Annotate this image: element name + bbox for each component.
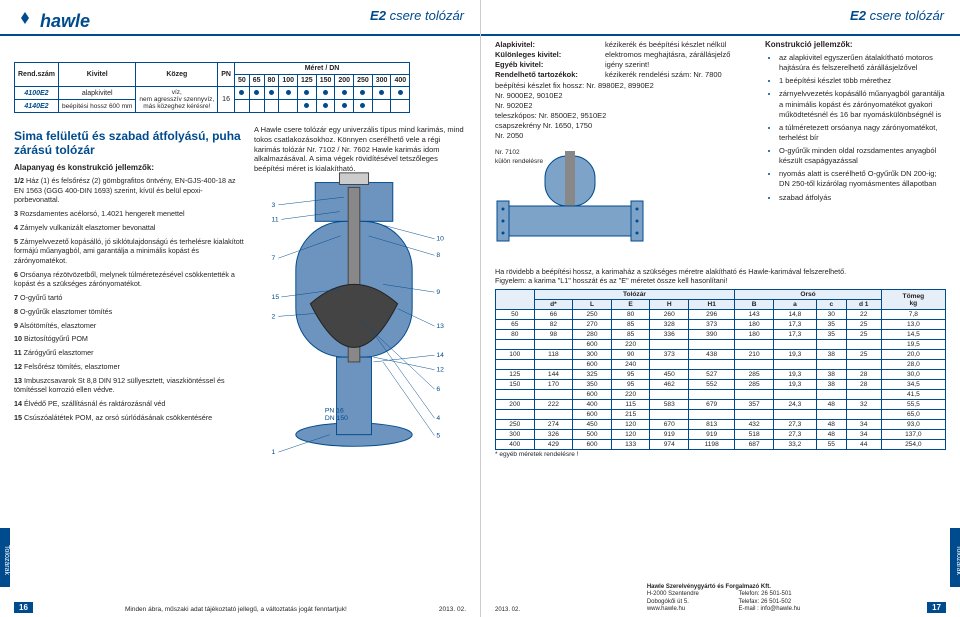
footer-right: 2013. 02. Hawle Szerelvénygyártó és Forg…: [495, 584, 946, 613]
page-title: E2 csere tolózár: [370, 8, 464, 23]
svg-text:15: 15: [272, 294, 280, 301]
svg-text:DN 150: DN 150: [325, 415, 348, 422]
valve-figure: 3 11 7 15 2 1 10 8 9 13 14 12 6 4 5 DN 1…: [254, 168, 454, 488]
page-title-r: E2 csere tolózár: [850, 8, 944, 23]
svg-text:9: 9: [436, 289, 440, 296]
svg-text:11: 11: [272, 216, 279, 223]
svg-text:10: 10: [436, 235, 444, 242]
intro-text: A Hawle csere tolózár egy univerzális tí…: [254, 125, 466, 174]
brand-name: hawle: [40, 11, 90, 32]
svg-text:3: 3: [272, 202, 276, 209]
parts-list: 1/2 Ház (1) és felsőrész (2) gömbgrafito…: [14, 176, 244, 422]
definitions: Alapkivitel:kézikerék és beépítési készl…: [495, 40, 755, 261]
feature-list: az alapkivitel egyszerűen átalakítható m…: [765, 53, 946, 203]
svg-text:14: 14: [436, 352, 444, 359]
konst-title: Konstrukció jellemzők:: [765, 40, 946, 49]
side-tab-r: Tolózárak: [950, 528, 960, 587]
svg-text:4: 4: [436, 415, 440, 422]
dim-footnote: * egyéb méretek rendelésre !: [495, 451, 946, 458]
svg-text:13: 13: [436, 323, 444, 330]
svg-text:6: 6: [436, 386, 440, 393]
dimension-table: Tolózár Orsó Tömegkg d*LEHH1Bacd 1 50662…: [495, 289, 946, 450]
side-tab: Tolózárak: [0, 528, 10, 587]
parts-heading: Alapanyag és konstrukció jellemzők:: [14, 163, 244, 172]
flange-note: Ha rövidebb a beépítési hossz, a karimah…: [495, 267, 946, 285]
svg-text:7: 7: [272, 255, 276, 262]
svg-text:8: 8: [436, 252, 440, 259]
svg-text:1: 1: [272, 449, 276, 456]
svg-text:12: 12: [436, 366, 444, 373]
footer-left: 16 Minden ábra, műszaki adat tájékoztató…: [14, 602, 466, 613]
svg-text:2: 2: [272, 313, 276, 320]
order-row-4100: 4100E2 alapkivitel víz, nem agresszív sz…: [15, 87, 410, 100]
assembly-figure: Nr. 7102 külön rendelésre: [495, 151, 645, 261]
svg-text:5: 5: [436, 432, 440, 439]
order-table: Rend.szám Kivitel Közeg PN Méret / DN 50…: [14, 62, 410, 113]
svg-text:PN 16: PN 16: [325, 407, 344, 414]
subtitle: Sima felületű és szabad átfolyású, puha …: [14, 129, 244, 157]
